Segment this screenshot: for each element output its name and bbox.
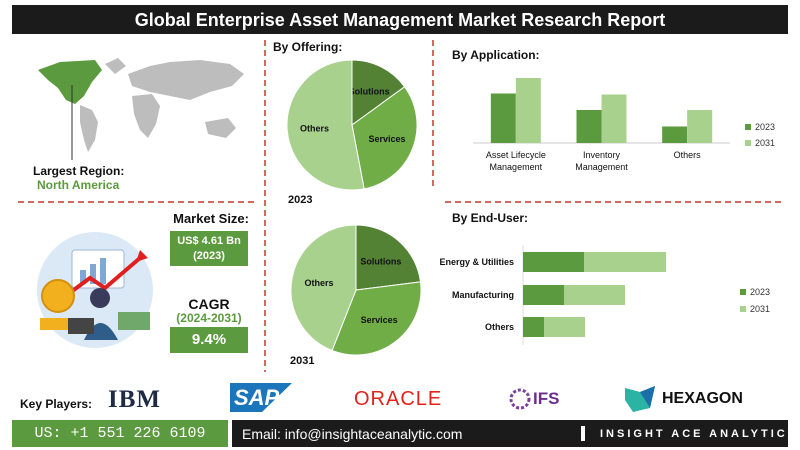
slice-label: Services: [361, 315, 398, 325]
bar: [515, 78, 541, 143]
cagr-box: [170, 327, 248, 353]
logo-sap: SAP: [234, 385, 280, 410]
market-size-label: Market Size:: [173, 211, 249, 226]
bar: [687, 109, 713, 143]
cagr-period: (2024-2031): [176, 311, 242, 325]
logo-ibm: IBM: [108, 386, 161, 413]
region-label: Largest Region:: [33, 164, 125, 178]
footer-bar: [232, 420, 788, 447]
bar-segment: [523, 317, 544, 337]
pie-slice: [351, 86, 418, 190]
x-tick-label: Asset Lifecycle Management: [485, 150, 546, 172]
bar-segment: [544, 317, 585, 337]
y-tick-label: Others: [485, 322, 514, 332]
bar-segment: [523, 285, 564, 305]
phone: US: +1 551 226 6109: [34, 425, 206, 442]
bar: [576, 109, 602, 143]
legend-swatch: [745, 140, 751, 146]
pie-slice: [355, 224, 422, 291]
legend-swatch: [745, 124, 751, 130]
chart-title: By End-User:: [452, 211, 528, 225]
legend-label: 2023: [755, 122, 775, 132]
market-size-year: (2023): [193, 250, 225, 262]
legend-swatch: [740, 306, 746, 312]
x-tick-label: Inventory Management: [575, 150, 628, 172]
market-size-box: [170, 231, 248, 266]
title-bar: [12, 5, 788, 34]
bar: [601, 94, 627, 143]
pie-slice: [286, 59, 365, 191]
bar: [490, 93, 516, 143]
cagr-value: 9.4%: [191, 331, 227, 348]
pie-year: 2031: [290, 355, 314, 367]
email: Email: info@insightaceanalytic.com: [242, 426, 463, 442]
dividers: [18, 40, 785, 372]
world-map: [38, 58, 244, 160]
cagr-label: CAGR: [188, 296, 230, 312]
phone-box: [12, 420, 228, 447]
bar-segment: [564, 285, 625, 305]
logo-ifs: IFS: [533, 389, 560, 408]
logo-hexagon: HEXAGON: [662, 390, 743, 407]
chart-title: By Offering:: [273, 40, 342, 54]
region-value: North America: [37, 178, 120, 192]
page-title: Global Enterprise Asset Management Marke…: [134, 10, 666, 30]
bar-segment: [584, 252, 666, 272]
slice-label: Services: [369, 134, 406, 144]
bar: [662, 126, 688, 143]
bar-segment: [523, 252, 584, 272]
pie-slice: [351, 59, 406, 126]
x-tick-label: Others: [673, 150, 701, 160]
legend-label: 2023: [750, 287, 770, 297]
legend-label: 2031: [750, 304, 770, 314]
legend-swatch: [740, 289, 746, 295]
slice-label: Others: [304, 278, 333, 288]
logo-decor: [230, 383, 655, 412]
slice-label: Solutions: [360, 257, 401, 267]
brand: INSIGHT ACE ANALYTIC: [600, 428, 788, 440]
pie-slice: [290, 224, 357, 352]
market-size-value: US$ 4.61 Bn: [177, 235, 241, 247]
slice-label: Others: [300, 124, 329, 134]
brand-icon: [581, 426, 585, 441]
y-tick-label: Energy & Utilities: [439, 257, 514, 267]
logo-oracle: ORACLE: [354, 388, 443, 410]
chart-title: By Application:: [452, 48, 540, 62]
key-players-label: Key Players:: [20, 397, 93, 411]
pie-slice: [331, 281, 422, 356]
legend-label: 2031: [755, 138, 775, 148]
pie-year: 2023: [288, 194, 312, 206]
illustration: [37, 232, 153, 348]
y-tick-label: Manufacturing: [452, 290, 514, 300]
slice-label: Solutions: [349, 86, 390, 96]
